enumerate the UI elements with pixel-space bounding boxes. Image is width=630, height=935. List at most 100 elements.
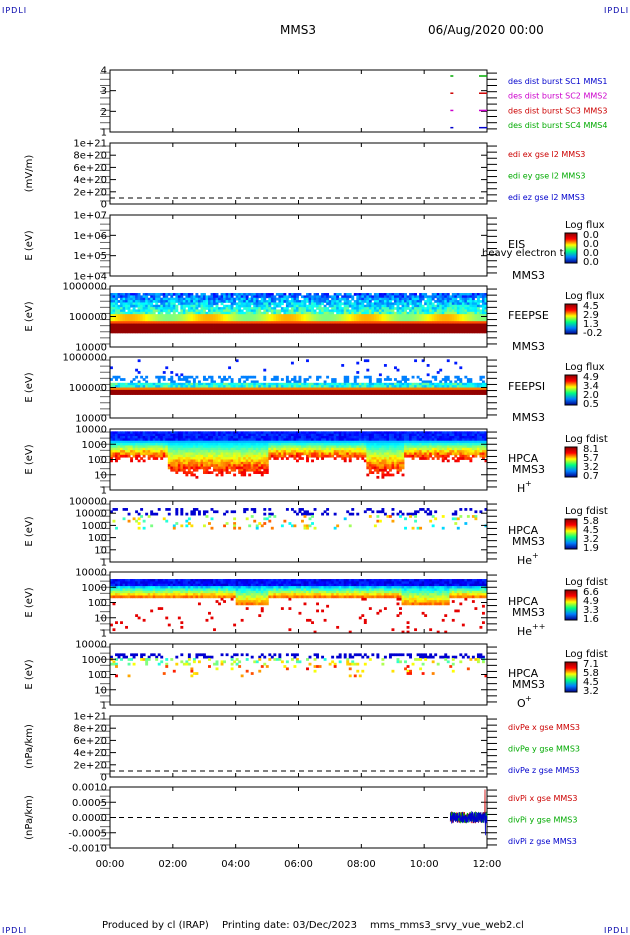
heatmap-cell [457, 331, 460, 334]
heatmap-cell [178, 464, 181, 467]
heatmap-cell [188, 431, 191, 434]
heatmap-cell [130, 388, 133, 391]
heatmap-cell [336, 324, 339, 327]
heatmap-cell [125, 431, 128, 434]
heatmap-cell [238, 450, 241, 453]
heatmap-cell [228, 312, 231, 315]
heatmap-cell [178, 298, 181, 301]
heatmap-cell [429, 298, 432, 301]
heatmap-cell [155, 317, 158, 320]
heatmap-cell [449, 388, 452, 391]
heatmap-cell [397, 321, 400, 324]
heatmap-cell [457, 328, 460, 331]
heatmap-cell [228, 471, 231, 474]
heatmap-cell [193, 298, 196, 301]
heatmap-cell [454, 376, 457, 379]
heatmap-cell [404, 317, 407, 320]
heatmap-cell [341, 436, 344, 439]
heatmap-cell [462, 319, 465, 322]
heatmap-cell [226, 300, 229, 303]
heatmap-cell [143, 302, 146, 305]
heatmap-cell [379, 312, 382, 315]
heatmap-cell [346, 324, 349, 327]
heatmap-cell [361, 309, 364, 312]
heatmap-cell [283, 300, 286, 303]
heatmap-cell [296, 455, 299, 458]
heatmap-cell [115, 307, 118, 310]
heatmap-cell [439, 383, 442, 386]
heatmap-cell [356, 390, 359, 393]
heatmap-cell [339, 324, 342, 327]
heatmap-cell [150, 438, 153, 441]
heatmap-cell [128, 438, 131, 441]
heatmap-cell [163, 298, 166, 301]
heatmap-cell [479, 378, 482, 381]
heatmap-cell [115, 450, 118, 453]
heatmap-cell [293, 300, 296, 303]
heatmap-cell [236, 467, 239, 470]
heatmap-cell [138, 443, 141, 446]
heatmap-cell [293, 385, 296, 388]
heatmap-cell [331, 431, 334, 434]
heatmap-cell [226, 462, 229, 465]
heatmap-cell [185, 298, 188, 301]
heatmap-cell [394, 326, 397, 329]
heatmap-cell [203, 445, 206, 448]
heatmap-cell [203, 434, 206, 437]
heatmap-cell [469, 298, 472, 301]
heatmap-cell [206, 436, 209, 439]
heatmap-cell [200, 383, 203, 386]
heatmap-cell [243, 450, 246, 453]
heatmap-cell [301, 328, 304, 331]
heatmap-cell [464, 293, 467, 296]
heatmap-cell [331, 307, 334, 310]
heatmap-cell [175, 450, 178, 453]
heatmap-cell [281, 388, 284, 391]
heatmap-cell [113, 319, 116, 322]
heatmap-cell [291, 293, 294, 296]
heatmap-cell [407, 390, 410, 393]
heatmap-cell [138, 460, 141, 463]
heatmap-cell [472, 319, 475, 322]
heatmap-cell [115, 300, 118, 303]
heatmap-cell [241, 434, 244, 437]
heatmap-cell [163, 378, 166, 381]
heatmap-cell [228, 390, 231, 393]
heatmap-cell [206, 388, 209, 391]
heatmap-cell [248, 319, 251, 322]
heatmap-cell [324, 388, 327, 391]
heatmap-cell [394, 392, 397, 395]
heatmap-cell [442, 383, 445, 386]
heatmap-cell [195, 388, 198, 391]
heatmap-cell [203, 324, 206, 327]
heatmap-cell [374, 321, 377, 324]
heatmap-cell [371, 295, 374, 298]
heatmap-cell [165, 293, 168, 296]
heatmap-cell [231, 331, 234, 334]
heatmap-cell [261, 448, 264, 451]
heatmap-cell [135, 317, 138, 320]
heatmap-cell [374, 326, 377, 329]
heatmap-cell [223, 388, 226, 391]
heatmap-cell [364, 385, 367, 388]
heatmap-cell [216, 443, 219, 446]
heatmap-cell [185, 443, 188, 446]
heatmap-cell [344, 392, 347, 395]
heatmap-cell [384, 328, 387, 331]
heatmap-cell [241, 312, 244, 315]
heatmap-cell [359, 293, 362, 296]
heatmap-cell [273, 305, 276, 308]
heatmap-cell [213, 464, 216, 467]
heatmap-cell [299, 448, 302, 451]
heatmap-cell [281, 331, 284, 334]
heatmap-cell [452, 383, 455, 386]
heatmap-cell [424, 295, 427, 298]
heatmap-cell [268, 326, 271, 329]
heatmap-cell [188, 300, 191, 303]
heatmap-cell [351, 312, 354, 315]
heatmap-cell [206, 443, 209, 446]
heatmap-cell [407, 302, 410, 305]
heatmap-cell [178, 293, 181, 296]
heatmap-cell [198, 331, 201, 334]
heatmap-cell [397, 383, 400, 386]
